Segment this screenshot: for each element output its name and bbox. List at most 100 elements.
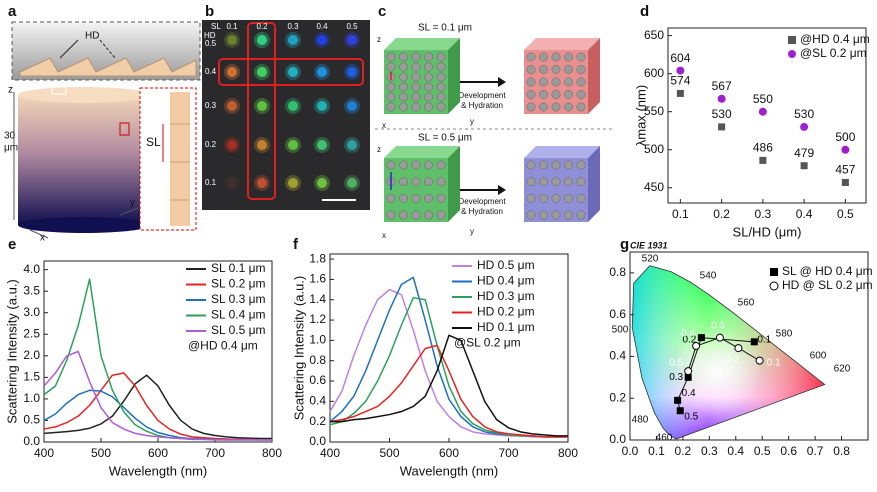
sphere xyxy=(399,92,408,102)
y-tick-label: 0.2 xyxy=(609,390,626,404)
cube-side xyxy=(448,146,460,222)
point xyxy=(841,145,850,154)
column-label: 0.3 xyxy=(287,22,299,31)
process-label: & Hydration xyxy=(461,207,503,216)
legend-marker xyxy=(769,281,779,291)
dot xyxy=(227,178,237,188)
sphere xyxy=(526,52,536,62)
dot xyxy=(317,140,327,150)
sphere xyxy=(411,177,421,187)
sphere xyxy=(386,82,396,92)
cube-top xyxy=(384,38,460,50)
data-label: 530 xyxy=(794,107,814,121)
sphere xyxy=(424,160,433,170)
panel-a: HD SL z 30 μm y x xyxy=(4,21,201,244)
dot xyxy=(347,35,357,45)
y-tick-label: 0.8 xyxy=(609,265,626,279)
legend-label: SL @ HD 0.4 μm xyxy=(782,264,873,278)
scale-value: 30 xyxy=(4,131,16,142)
legend-label: HD 0.2 μm xyxy=(477,305,535,319)
panel-label: c xyxy=(378,3,386,20)
row-highlight xyxy=(218,58,364,86)
row-label: 0.2 xyxy=(205,140,217,149)
x-tick-label: 0.5 xyxy=(754,444,771,458)
sphere xyxy=(551,210,561,220)
point-label: 0.4 xyxy=(681,329,695,340)
line xyxy=(329,344,568,438)
locus-label: 620 xyxy=(834,364,851,375)
sphere xyxy=(386,210,396,220)
column-highlight xyxy=(247,22,276,200)
x-tick-label: 0.1 xyxy=(648,444,665,458)
sphere xyxy=(539,177,548,187)
point-label: 0.1 xyxy=(757,334,771,345)
sphere xyxy=(424,102,433,112)
sphere xyxy=(399,177,408,187)
dot xyxy=(288,101,298,111)
x-tick-label: 800 xyxy=(558,446,578,460)
data-label: 574 xyxy=(670,74,690,88)
dot xyxy=(317,35,327,45)
x-tick-label: 0.3 xyxy=(701,444,718,458)
legend-label: HD 0.5 μm xyxy=(477,258,535,272)
sphere xyxy=(551,77,561,87)
y-tick-label: 500 xyxy=(644,142,664,156)
sphere xyxy=(539,102,548,112)
legend-marker xyxy=(788,36,796,44)
data-label: 500 xyxy=(835,130,855,144)
column-label: 0.2 xyxy=(256,22,268,31)
point xyxy=(715,333,724,342)
legend-label: SL 0.3 μm xyxy=(211,292,266,306)
point xyxy=(755,356,764,365)
sphere xyxy=(386,193,396,203)
sphere xyxy=(411,82,421,92)
axis-label: y xyxy=(470,117,474,126)
sphere xyxy=(399,210,408,220)
sphere xyxy=(424,52,433,62)
axis-label: z xyxy=(377,145,381,154)
dot xyxy=(288,140,298,150)
sphere xyxy=(399,62,408,72)
y-tick-label: 1.2 xyxy=(309,312,326,326)
line xyxy=(43,374,272,440)
sphere xyxy=(576,193,586,203)
legend-marker xyxy=(788,50,796,58)
sphere xyxy=(539,160,548,170)
sphere xyxy=(576,52,586,62)
column-label: 0.5 xyxy=(346,22,358,31)
legend-label: HD 0.3 μm xyxy=(477,289,535,303)
dot xyxy=(227,67,237,77)
y-tick-label: 0.0 xyxy=(23,434,40,448)
locus-label: 540 xyxy=(700,271,717,282)
sphere xyxy=(551,65,561,74)
scale-unit: μm xyxy=(4,143,18,154)
x-tick-label: 600 xyxy=(148,446,168,460)
sphere xyxy=(526,65,536,74)
dot xyxy=(227,140,237,150)
y-tick-label: 1.4 xyxy=(309,292,326,306)
y-tick-label: 1.0 xyxy=(23,391,40,405)
sphere xyxy=(576,210,586,220)
point-label: 0.1 xyxy=(767,357,781,368)
dot xyxy=(257,101,267,111)
dot xyxy=(317,178,327,188)
sphere xyxy=(539,65,548,74)
sphere xyxy=(399,72,408,82)
y-tick-label: 1.8 xyxy=(309,251,326,265)
axis-label: x xyxy=(40,233,45,244)
y-tick-label: 550 xyxy=(644,104,664,118)
dot xyxy=(317,101,327,111)
sphere xyxy=(564,210,573,220)
sphere xyxy=(539,77,548,87)
arrow-head xyxy=(498,77,506,87)
x-tick-label: 0.2 xyxy=(675,444,692,458)
point xyxy=(676,407,684,415)
sphere xyxy=(399,82,408,92)
point-label: 0.2 xyxy=(725,355,739,366)
sphere xyxy=(424,193,433,203)
x-tick-label: 800 xyxy=(262,446,282,460)
sphere xyxy=(564,102,573,112)
y-tick-label: 3.0 xyxy=(23,305,40,319)
